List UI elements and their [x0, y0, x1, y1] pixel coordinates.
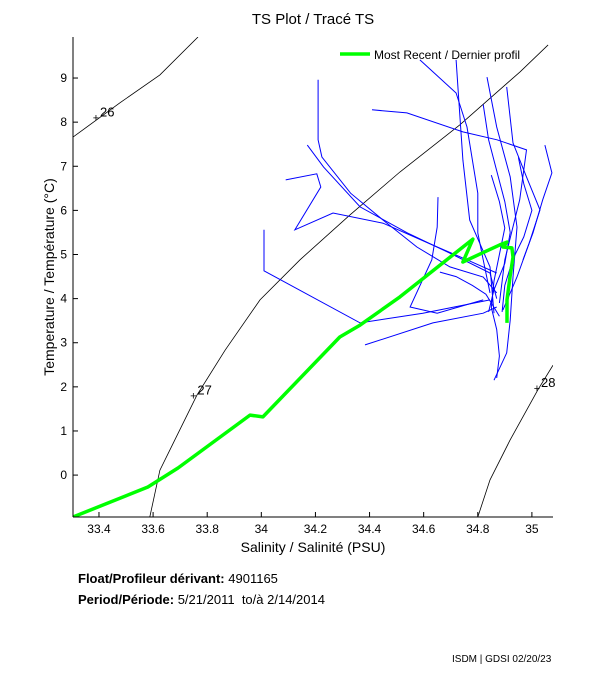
profile-line-10	[486, 77, 518, 381]
profile-line-4	[306, 144, 498, 299]
profile-line-12	[522, 144, 553, 260]
y-tick-label: 2	[60, 380, 67, 394]
profile-line-15	[482, 104, 511, 313]
y-tick-label: 4	[60, 292, 67, 306]
density-plus-marker-27: +	[190, 391, 196, 403]
y-tick-label: 7	[60, 159, 67, 173]
profile-line-9	[455, 59, 495, 314]
legend-label-most-recent: Most Recent / Dernier profil	[374, 48, 520, 62]
chart-title: TS Plot / Tracé TS	[252, 11, 374, 28]
x-tick-label: 35	[525, 522, 539, 536]
x-tick-label: 34	[255, 522, 269, 536]
density-contour-28	[477, 364, 553, 517]
x-tick-label: 33.4	[87, 522, 111, 536]
profile-line-1	[263, 229, 491, 324]
x-axis-label: Salinity / Salinité (PSU)	[241, 539, 386, 555]
profile-line-2	[371, 109, 528, 304]
profile-line-16	[439, 271, 500, 317]
y-tick-label: 5	[60, 248, 67, 262]
density-contour-26	[73, 37, 199, 138]
profile-line-8	[419, 59, 491, 294]
profile-line-7	[364, 306, 497, 346]
density-label-28: 28	[541, 375, 555, 390]
float-id: 4901165	[228, 571, 278, 586]
x-tick-label: 34.8	[466, 522, 490, 536]
x-tick-label: 34.2	[304, 522, 328, 536]
profile-line-13	[490, 174, 506, 379]
y-tick-label: 1	[60, 424, 67, 438]
density-plus-marker-26: +	[93, 113, 99, 125]
period-info: Period/Période: 5/21/2011 to/à 2/14/2014	[78, 592, 325, 607]
x-tick-label: 34.4	[358, 522, 382, 536]
x-tick-label: 33.6	[141, 522, 165, 536]
y-tick-label: 0	[60, 468, 67, 482]
density-plus-marker-28: +	[534, 383, 540, 395]
y-tick-label: 9	[60, 71, 67, 85]
y-axis-label: Temperature / Température (°C)	[41, 178, 57, 376]
float-label: Float/Profileur dérivant:	[78, 571, 225, 586]
density-label-27: 27	[197, 383, 211, 398]
period-end: 2/14/2014	[267, 592, 325, 607]
y-tick-label: 6	[60, 203, 67, 217]
y-tick-label: 8	[60, 115, 67, 129]
period-start: 5/21/2011	[177, 592, 235, 607]
x-tick-label: 34.6	[412, 522, 436, 536]
most-recent-profile-line	[73, 237, 515, 517]
density-label-26: 26	[100, 105, 114, 120]
period-label: Period/Période:	[78, 592, 175, 607]
credit-text: ISDM | GDSI 02/20/23	[452, 654, 552, 665]
float-info: Float/Profileur dérivant: 4901165	[78, 571, 278, 586]
y-tick-label: 3	[60, 336, 67, 350]
profile-line-6	[409, 197, 484, 314]
profile-line-5	[285, 173, 497, 274]
profile-line-14	[501, 157, 533, 312]
period-separator: to/à	[241, 592, 264, 607]
x-tick-label: 33.8	[196, 522, 220, 536]
